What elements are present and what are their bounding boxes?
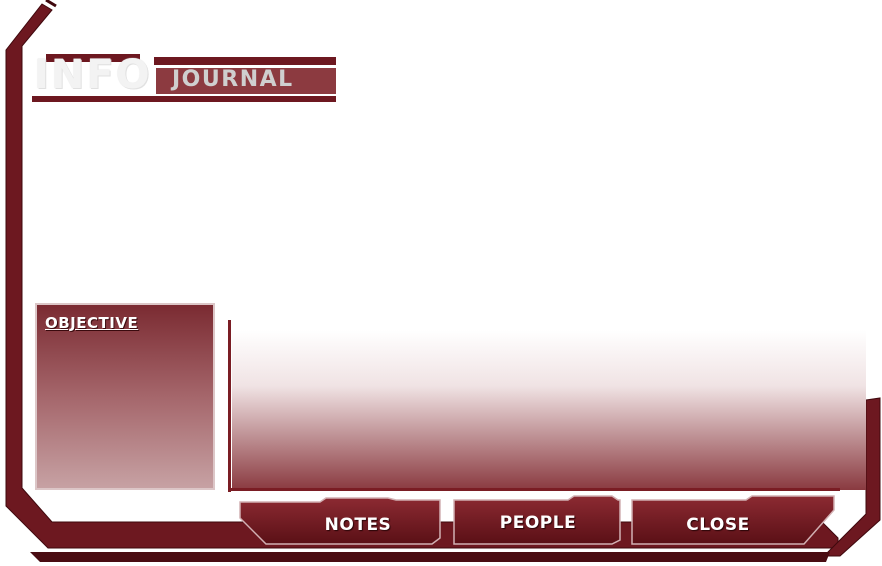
notes-button-shape (239, 497, 441, 545)
objective-label: OBJECTIVE (45, 314, 139, 332)
people-button[interactable]: PEOPLE (499, 513, 577, 533)
objective-panel (35, 303, 215, 490)
journal-title: JOURNAL (172, 67, 294, 92)
info-title: INFO (34, 52, 152, 98)
notes-button[interactable]: NOTES (324, 515, 392, 535)
people-button-shape (453, 495, 621, 545)
close-button-shape (631, 495, 835, 545)
close-button[interactable]: CLOSE (686, 515, 750, 535)
